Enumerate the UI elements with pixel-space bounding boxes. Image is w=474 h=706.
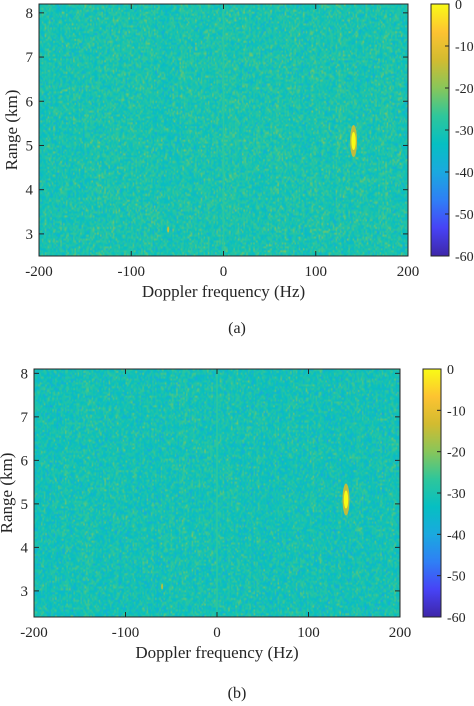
colorbar-tick-label: 0 (447, 363, 454, 378)
y-tick-label: 3 (26, 227, 34, 243)
x-tick-label: 100 (305, 264, 328, 280)
caption-b: (b) (227, 685, 247, 702)
y-tick-label: 7 (21, 410, 29, 426)
colorbar-tick-label: -40 (455, 166, 474, 181)
colorbar-tick-label: 0 (455, 0, 462, 13)
colorbar-tick-label: -50 (455, 208, 474, 223)
y-tick-label: 8 (26, 6, 34, 22)
x-axis-title: Doppler frequency (Hz) (135, 643, 298, 662)
x-tick-label: 0 (213, 625, 221, 641)
figure-panel-a: -200 -100 0 100 200 3 4 5 6 7 8 Doppler frequency (… (2, 0, 474, 337)
target-mark-1 (350, 125, 358, 158)
y-tick-label: 8 (21, 366, 29, 382)
x-tick-label: -200 (25, 264, 53, 280)
y-tick-label: 4 (21, 540, 29, 556)
x-tick-label: 200 (389, 625, 412, 641)
figure-panel-b: -200 -100 0 100 200 3 4 5 6 7 8 Doppler frequency (… (0, 353, 474, 706)
y-tick-label: 5 (26, 138, 34, 154)
colorbar-tick-label: -10 (447, 404, 466, 419)
caption-a: (a) (228, 320, 246, 337)
target-mark-1 (342, 483, 350, 516)
x-axis-title: Doppler frequency (Hz) (142, 282, 305, 301)
colorbar-tick-label: -30 (447, 487, 466, 502)
target-mark-2 (166, 224, 170, 235)
y-tick-label: 3 (21, 584, 29, 600)
colorbar-tick-label: -20 (447, 446, 466, 461)
y-tick-label: 5 (21, 497, 29, 513)
colorbar-tick-label: -10 (455, 40, 474, 55)
colorbar-tick-label: -40 (447, 528, 466, 543)
y-tick-label: 4 (26, 183, 34, 199)
y-tick-label: 6 (21, 453, 29, 469)
y-tick-label: 6 (26, 94, 34, 110)
colorbar-tick-label: -60 (455, 250, 474, 265)
colorbar-tick-label: -30 (455, 124, 474, 139)
colorbar-tick-label: -50 (447, 570, 466, 585)
colorbar-tick-label: -20 (455, 82, 474, 97)
y-tick-label: 7 (26, 50, 34, 66)
target-mark-2 (160, 581, 164, 592)
x-tick-label: 100 (297, 625, 320, 641)
x-tick-label: -200 (20, 625, 48, 641)
y-axis-title: Range (km) (2, 90, 21, 171)
y-axis-title: Range (km) (0, 453, 16, 534)
x-tick-label: 0 (220, 264, 228, 280)
colorbar-tick-label: -60 (447, 611, 466, 626)
x-tick-label: 200 (397, 264, 420, 280)
x-tick-label: -100 (112, 625, 140, 641)
x-tick-label: -100 (118, 264, 146, 280)
